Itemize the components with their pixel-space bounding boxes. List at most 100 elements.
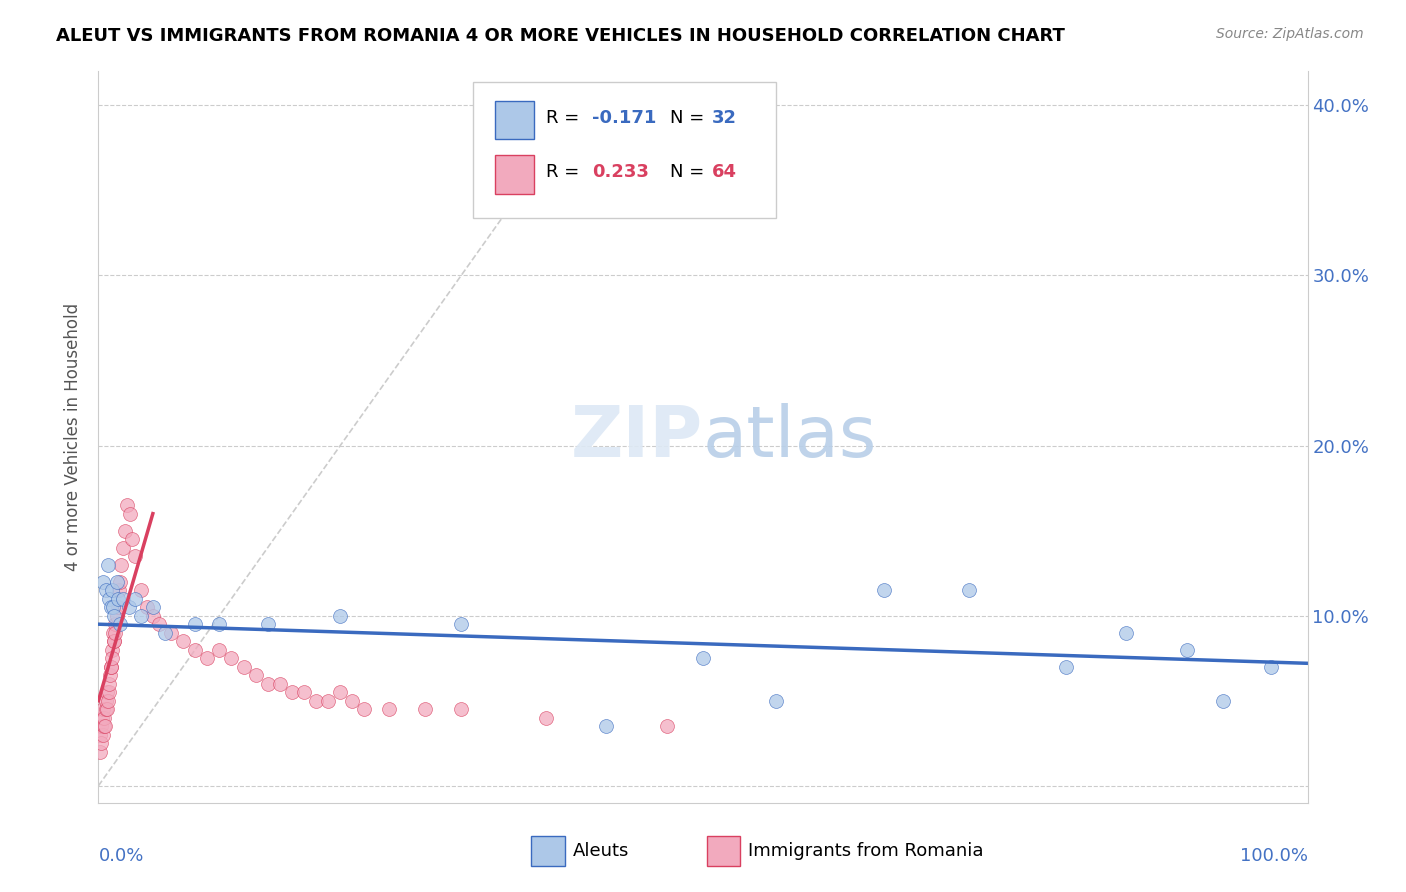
Point	[89, 745, 111, 759]
Point	[101, 600, 124, 615]
Point	[100, 600, 122, 615]
Point	[692, 651, 714, 665]
FancyBboxPatch shape	[707, 836, 741, 866]
Point	[153, 625, 176, 640]
Point	[245, 668, 267, 682]
Point	[316, 694, 339, 708]
FancyBboxPatch shape	[531, 836, 565, 866]
Text: ZIP: ZIP	[571, 402, 703, 472]
Point	[329, 608, 352, 623]
Point	[98, 677, 121, 691]
Point	[129, 583, 152, 598]
Point	[100, 659, 122, 673]
Point	[101, 651, 124, 665]
Point	[93, 711, 115, 725]
Point	[534, 711, 557, 725]
Point	[91, 728, 114, 742]
Point	[96, 694, 118, 708]
Point	[101, 625, 124, 640]
Text: 0.233: 0.233	[592, 163, 648, 181]
Point	[94, 583, 117, 598]
Point	[281, 685, 304, 699]
Point	[256, 677, 278, 691]
Text: N =: N =	[671, 163, 710, 181]
Text: 32: 32	[711, 109, 737, 128]
Point	[91, 711, 114, 725]
Point	[232, 659, 254, 673]
Point	[184, 617, 207, 632]
Point	[342, 694, 364, 708]
Text: R =: R =	[546, 109, 585, 128]
Text: 100.0%: 100.0%	[1240, 847, 1308, 864]
Point	[114, 524, 136, 538]
Text: Immigrants from Romania: Immigrants from Romania	[748, 842, 983, 860]
Point	[1212, 694, 1234, 708]
Point	[96, 702, 118, 716]
Point	[1054, 659, 1077, 673]
Point	[1260, 659, 1282, 673]
Point	[957, 583, 980, 598]
Point	[1175, 642, 1198, 657]
Text: -0.171: -0.171	[592, 109, 657, 128]
FancyBboxPatch shape	[495, 155, 534, 194]
Y-axis label: 4 or more Vehicles in Household: 4 or more Vehicles in Household	[65, 303, 83, 571]
Point	[148, 617, 170, 632]
Point	[111, 541, 134, 555]
Point	[93, 719, 115, 733]
Point	[111, 591, 134, 606]
Point	[329, 685, 352, 699]
Point	[91, 574, 114, 589]
Point	[103, 634, 125, 648]
Point	[103, 634, 125, 648]
Point	[208, 617, 231, 632]
Point	[208, 642, 231, 657]
Text: atlas: atlas	[703, 402, 877, 472]
Point	[221, 651, 243, 665]
Point	[292, 685, 315, 699]
Text: 0.0%: 0.0%	[98, 847, 143, 864]
Point	[117, 498, 139, 512]
Point	[269, 677, 291, 691]
Point	[124, 591, 146, 606]
Text: N =: N =	[671, 109, 710, 128]
Point	[108, 583, 131, 598]
Point	[108, 617, 131, 632]
Point	[195, 651, 218, 665]
Point	[172, 634, 194, 648]
Point	[94, 719, 117, 733]
Point	[450, 617, 472, 632]
Text: R =: R =	[546, 163, 585, 181]
Point	[595, 719, 617, 733]
Point	[1115, 625, 1137, 640]
Text: Aleuts: Aleuts	[572, 842, 628, 860]
Point	[142, 608, 165, 623]
Point	[107, 591, 129, 606]
Point	[377, 702, 399, 716]
Text: Source: ZipAtlas.com: Source: ZipAtlas.com	[1216, 27, 1364, 41]
Point	[873, 583, 896, 598]
Point	[97, 685, 120, 699]
Point	[450, 702, 472, 716]
Point	[110, 558, 132, 572]
Point	[135, 600, 157, 615]
Point	[107, 600, 129, 615]
Point	[97, 694, 120, 708]
Point	[121, 532, 143, 546]
Point	[124, 549, 146, 563]
Point	[413, 702, 436, 716]
Point	[765, 694, 787, 708]
Point	[105, 608, 128, 623]
Point	[256, 617, 278, 632]
Point	[118, 600, 141, 615]
FancyBboxPatch shape	[495, 101, 534, 138]
Point	[655, 719, 678, 733]
Text: ALEUT VS IMMIGRANTS FROM ROMANIA 4 OR MORE VEHICLES IN HOUSEHOLD CORRELATION CHA: ALEUT VS IMMIGRANTS FROM ROMANIA 4 OR MO…	[56, 27, 1066, 45]
Point	[129, 608, 152, 623]
Point	[103, 608, 125, 623]
Point	[353, 702, 375, 716]
FancyBboxPatch shape	[474, 82, 776, 218]
Point	[89, 728, 111, 742]
Point	[98, 591, 121, 606]
Point	[91, 702, 114, 716]
Point	[98, 668, 121, 682]
